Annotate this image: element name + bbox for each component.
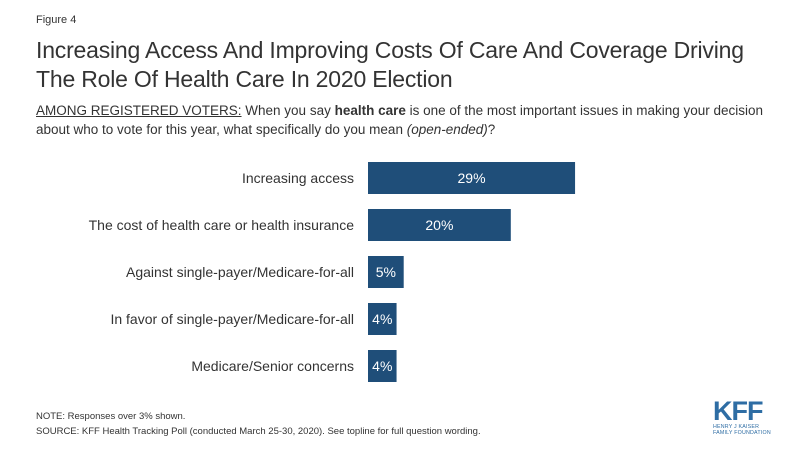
subtitle-text-1: When you say	[241, 103, 335, 118]
bar	[368, 303, 397, 335]
subtitle-italic: (open-ended)	[406, 122, 488, 137]
bar	[368, 209, 511, 241]
bar-value-label: 5%	[376, 264, 396, 280]
subtitle-prefix: AMONG REGISTERED VOTERS:	[36, 103, 242, 118]
chart-subtitle: AMONG REGISTERED VOTERS: When you say he…	[36, 101, 776, 139]
bar-value-label: 4%	[372, 358, 392, 374]
kff-logo: KFF HENRY J KAISER FAMILY FOUNDATION	[713, 396, 773, 437]
subtitle-text-2: is one of the most important issues in m…	[36, 103, 764, 137]
category-label: Against single-payer/Medicare-for-all	[126, 264, 354, 280]
bar	[368, 256, 404, 288]
logo-line-1: HENRY J KAISER	[713, 424, 760, 430]
category-label: Increasing access	[242, 170, 354, 186]
bar	[368, 162, 576, 194]
bar-value-label: 4%	[372, 311, 392, 327]
subtitle-end: ?	[487, 122, 496, 137]
logo-wordmark: KFF	[713, 396, 763, 426]
chart-title: Increasing Access And Improving Costs Of…	[36, 37, 744, 92]
logo-line-2: FAMILY FOUNDATION	[713, 430, 771, 436]
category-label: The cost of health care or health insura…	[89, 217, 355, 233]
bar-value-label: 20%	[425, 217, 453, 233]
footer-note: NOTE: Responses over 3% shown.	[36, 411, 186, 422]
bar-value-label: 29%	[458, 170, 486, 186]
subtitle-bold: health care	[334, 103, 406, 118]
figure-label: Figure 4	[36, 14, 77, 26]
bar	[368, 350, 397, 382]
category-label: Medicare/Senior concerns	[191, 358, 354, 374]
bar-chart: Increasing access 29% The cost of health c…	[89, 162, 576, 382]
category-label: In favor of single-payer/Medicare-for-al…	[110, 311, 354, 327]
footer-source: SOURCE: KFF Health Tracking Poll (conduc…	[36, 426, 481, 437]
